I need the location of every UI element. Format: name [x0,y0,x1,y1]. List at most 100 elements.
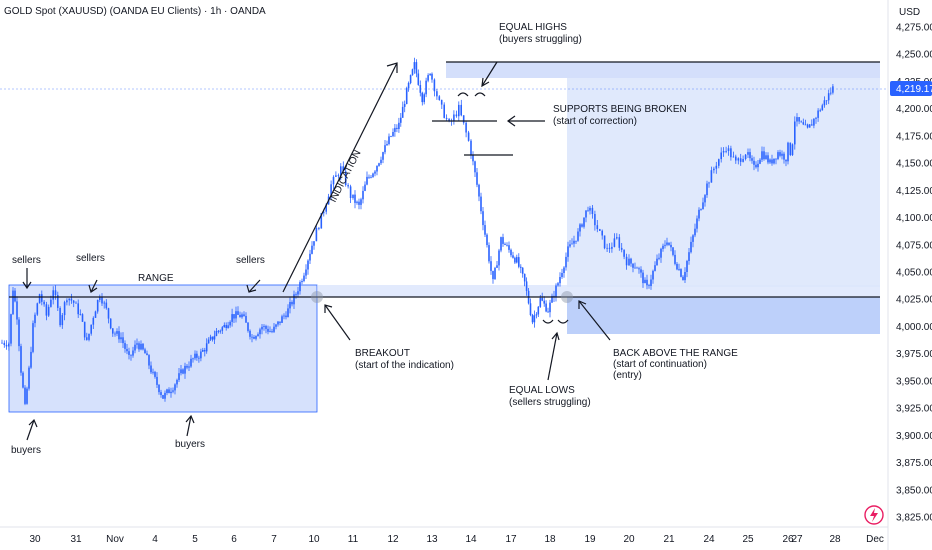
candle-body [112,328,114,334]
candle-body [176,379,178,385]
candle-body [196,353,198,358]
candle-body [140,343,142,350]
candle-body [640,269,642,273]
candle-body [739,158,742,162]
x-tick-label: 17 [505,534,517,545]
candle-body [708,182,710,184]
last-price-badge: 4,219.17 [890,81,932,96]
candle-body [494,267,496,280]
x-tick-label: 19 [584,534,596,545]
candle-body [366,176,368,185]
candle-body [520,266,522,268]
candle-body [337,175,340,177]
candle-body [465,122,467,133]
candle-body [136,343,138,345]
equal-highs-sub: (buyers struggling) [499,34,582,45]
candle-body [392,132,394,137]
candle-body [245,316,247,323]
candle-body [596,225,599,230]
candle-body [496,265,498,268]
candle-body [417,73,420,85]
candle-body [66,300,68,303]
candle-body [646,279,648,286]
candle-body [114,333,116,335]
candle-body [512,255,514,258]
candle-body [164,392,166,399]
candle-body [478,184,480,197]
candle-body [203,350,206,352]
candle-body [492,270,494,280]
candle-body [207,339,210,344]
candle-body [502,237,504,244]
candle-body [698,209,700,219]
candle-body [690,241,692,253]
candle-body [654,265,656,271]
candle-body [567,246,569,257]
candle-body [630,258,632,264]
candle-body [521,267,524,274]
x-tick-label: 26 [782,534,794,545]
candle-body [611,246,613,249]
candle-body [715,165,718,169]
candle-body [425,80,427,95]
x-tick-label: 7 [271,534,277,545]
equal-highs-zone [446,62,880,78]
candle-body [438,96,441,100]
candle-body [219,330,222,332]
y-tick-label: 4,150.00 [896,159,932,170]
candle-body [388,136,390,144]
candle-body [57,295,59,308]
candle-body [694,228,696,236]
candle-body [128,351,130,355]
candle-body [18,319,20,347]
candle-body [575,240,577,242]
candle-body [636,267,638,269]
candle-body [315,228,318,242]
candle-body [506,244,508,246]
candle-body [421,92,423,103]
candle-body [445,117,448,119]
back-above-label: BACK ABOVE THE RANGE [613,348,738,359]
candle-body [318,228,320,229]
candle-body [30,351,32,368]
candle-body [198,357,200,359]
candle-body [92,317,95,325]
candle-body [307,260,309,270]
candle-body [205,343,208,352]
candle-body [309,253,311,261]
tradingview-logo-icon[interactable] [864,505,884,525]
candle-body [356,201,358,203]
candle-body [710,170,713,183]
candle-body [409,75,412,84]
candle-body [275,324,277,327]
candle-body [45,304,48,316]
candle-body [186,365,188,368]
candle-body [482,211,484,226]
y-tick-label: 4,275.00 [896,23,932,34]
candle-body [202,350,204,352]
candle-body [154,371,156,377]
candle-body [474,161,476,173]
x-tick-label: 24 [703,534,715,545]
candle-body [360,199,362,205]
candle-body [727,148,730,151]
candle-body [539,297,542,307]
candle-body [516,257,518,263]
target-zone [567,78,880,287]
candle-body [32,323,34,352]
x-tick-label: 14 [465,534,477,545]
candle-body [170,391,172,394]
candle-body [178,373,180,380]
buyers-label-1: buyers [11,445,41,456]
candle-body [628,258,630,266]
candle-body [594,214,596,226]
candle-body [601,230,603,236]
candle-body [696,218,698,229]
candle-body [543,300,545,304]
price-axis[interactable]: 4,275.004,250.004,225.004,200.004,175.00… [896,23,932,524]
candle-body [269,331,271,332]
candle-body [672,247,674,255]
candle-body [16,301,18,320]
